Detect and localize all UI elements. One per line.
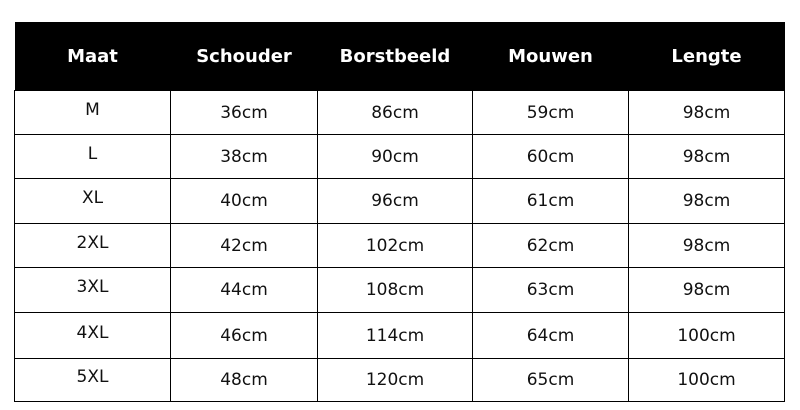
table-cell: 62cm <box>472 223 629 268</box>
header-row: Maat Schouder Borstbeeld Mouwen Lengte <box>14 22 785 91</box>
table-row: XL 40cm 96cm 61cm 98cm <box>14 178 785 224</box>
table-row: 2XL 42cm 102cm 62cm 98cm <box>14 223 785 268</box>
table-cell: 44cm <box>170 267 318 313</box>
table-cell: 98cm <box>628 178 785 224</box>
table-cell: 4XL <box>14 312 171 359</box>
column-header: Maat <box>14 22 171 91</box>
table-cell: 5XL <box>14 358 171 402</box>
table-cell: 61cm <box>472 178 629 224</box>
table-row: 4XL 46cm 114cm 64cm 100cm <box>14 312 785 359</box>
table-cell: 108cm <box>317 267 473 313</box>
table-cell: 98cm <box>628 90 785 135</box>
table-cell: 36cm <box>170 90 318 135</box>
table-cell: 42cm <box>170 223 318 268</box>
table-cell: 90cm <box>317 134 473 179</box>
column-header: Schouder <box>170 22 318 91</box>
column-header: Lengte <box>628 22 785 91</box>
table-cell: 2XL <box>14 223 171 268</box>
table-cell: 65cm <box>472 358 629 402</box>
table-cell: 114cm <box>317 312 473 359</box>
table-cell: XL <box>14 178 171 224</box>
table-cell: 102cm <box>317 223 473 268</box>
table-cell: 96cm <box>317 178 473 224</box>
size-chart-table: Maat Schouder Borstbeeld Mouwen Lengte M 36cm… <box>14 22 785 402</box>
table-row: L 38cm 90cm 60cm 98cm <box>14 134 785 179</box>
table-row: 5XL 48cm 120cm 65cm 100cm <box>14 358 785 402</box>
column-header: Borstbeeld <box>317 22 473 91</box>
table-cell: 60cm <box>472 134 629 179</box>
table-cell: M <box>14 90 171 135</box>
table-cell: 48cm <box>170 358 318 402</box>
table-cell: 46cm <box>170 312 318 359</box>
table-cell: 86cm <box>317 90 473 135</box>
table-cell: L <box>14 134 171 179</box>
table-cell: 98cm <box>628 223 785 268</box>
table-cell: 3XL <box>14 267 171 313</box>
table-cell: 63cm <box>472 267 629 313</box>
table-cell: 98cm <box>628 267 785 313</box>
table-cell: 120cm <box>317 358 473 402</box>
table-row: M 36cm 86cm 59cm 98cm <box>14 90 785 135</box>
table-cell: 100cm <box>628 312 785 359</box>
table-cell: 100cm <box>628 358 785 402</box>
column-header: Mouwen <box>472 22 629 91</box>
table-cell: 59cm <box>472 90 629 135</box>
table-cell: 98cm <box>628 134 785 179</box>
table-cell: 40cm <box>170 178 318 224</box>
table-row: 3XL 44cm 108cm 63cm 98cm <box>14 267 785 313</box>
table-cell: 38cm <box>170 134 318 179</box>
table-cell: 64cm <box>472 312 629 359</box>
